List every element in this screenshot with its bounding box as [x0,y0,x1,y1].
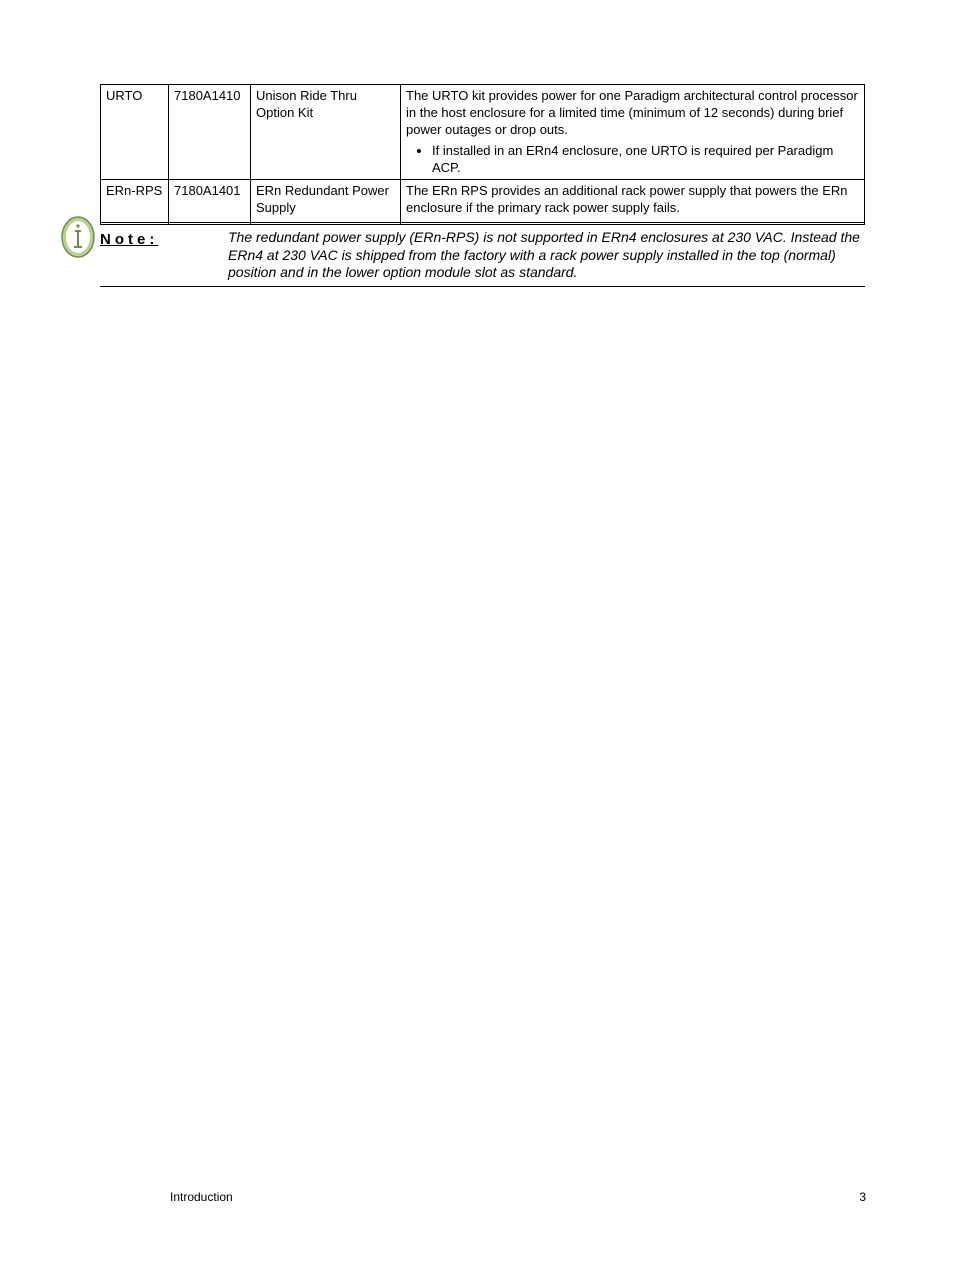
note-text: The redundant power supply (ERn-RPS) is … [228,229,865,282]
table-row: URTO7180A1410Unison Ride Thru Option Kit… [101,85,865,180]
note-rule-bottom [100,286,865,287]
cell-description: The ERn RPS provides an additional rack … [401,180,865,225]
cell-code: ERn-RPS [101,180,169,225]
cell-description: The URTO kit provides power for one Para… [401,85,865,180]
cell-part: 7180A1410 [169,85,251,180]
cell-product-name: Unison Ride Thru Option Kit [251,85,401,180]
footer-page-number: 3 [859,1190,866,1204]
description-bullet-item: If installed in an ERn4 enclosure, one U… [432,143,859,177]
info-icon [57,216,99,258]
cell-part: 7180A1401 [169,180,251,225]
content-area: URTO7180A1410Unison Ride Thru Option Kit… [100,84,865,225]
note-block: Note: The redundant power supply (ERn-RP… [100,222,865,287]
description-bullets: If installed in an ERn4 enclosure, one U… [406,143,859,177]
options-table: URTO7180A1410Unison Ride Thru Option Kit… [100,84,865,225]
description-paragraph: The ERn RPS provides an additional rack … [406,183,859,217]
note-label-text: Note: [100,231,158,248]
table-row: ERn-RPS7180A1401ERn Redundant Power Supp… [101,180,865,225]
cell-product-name: ERn Redundant Power Supply [251,180,401,225]
description-paragraph: The URTO kit provides power for one Para… [406,88,859,139]
footer-section: Introduction [170,1190,233,1204]
note-label: Note: [100,229,228,282]
cell-code: URTO [101,85,169,180]
